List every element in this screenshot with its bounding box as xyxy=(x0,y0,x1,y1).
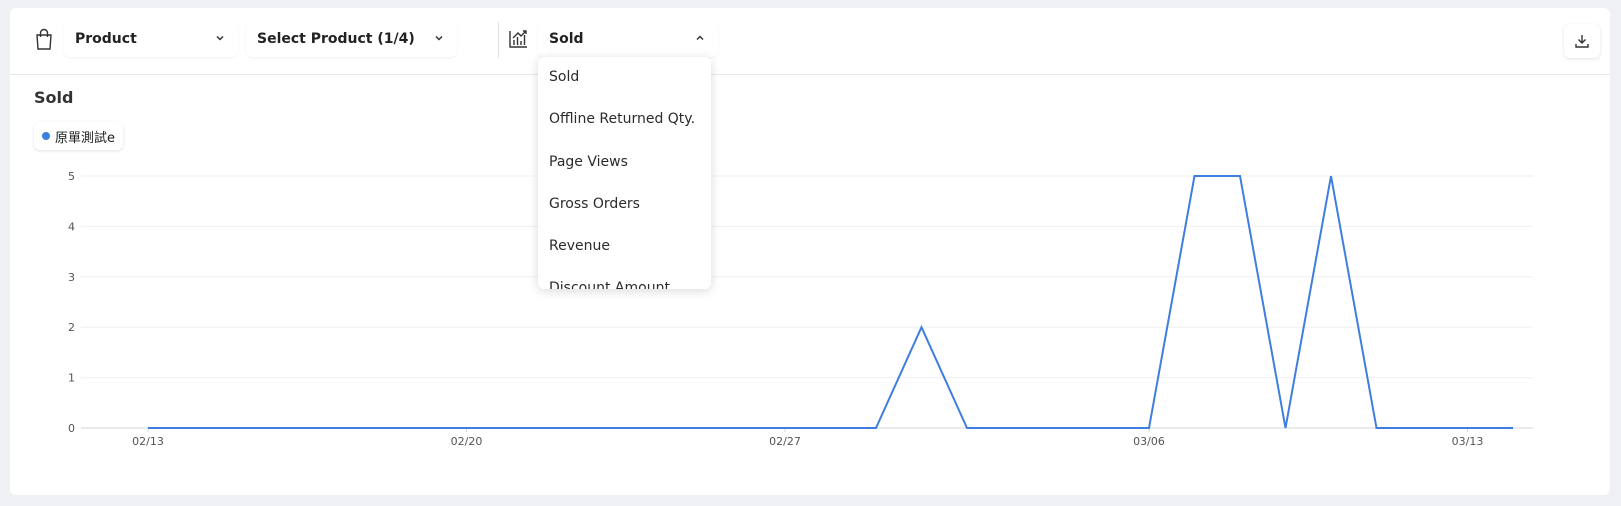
chart-title: Sold xyxy=(34,88,74,107)
y-tick-label: 2 xyxy=(68,321,75,334)
metric-option-discount-amount[interactable]: Discount Amount xyxy=(549,280,670,289)
metric-option-gross-orders[interactable]: Gross Orders xyxy=(549,196,640,212)
download-button[interactable] xyxy=(1564,24,1600,58)
x-tick-label: 02/20 xyxy=(451,435,483,448)
metric-option-offline-returned-qty[interactable]: Offline Returned Qty. xyxy=(549,111,696,127)
y-tick-label: 4 xyxy=(68,220,75,233)
series-line-0[interactable] xyxy=(148,175,1513,429)
metric-select-value: Sold xyxy=(549,31,584,47)
legend-label: 原單測試e xyxy=(55,130,115,146)
toolbar-divider xyxy=(498,22,499,58)
shopping-bag-icon xyxy=(32,27,56,51)
report-card: Product Select Product (1/4) Sold xyxy=(10,8,1610,495)
x-tick-label: 03/13 xyxy=(1452,435,1484,448)
chevron-up-icon xyxy=(696,35,704,41)
y-tick-label: 1 xyxy=(68,372,75,385)
toolbar: Product Select Product (1/4) Sold xyxy=(10,8,1610,75)
metric-option-revenue[interactable]: Revenue xyxy=(549,238,610,254)
legend-item[interactable]: 原單測試e xyxy=(34,122,123,150)
y-tick-label: 5 xyxy=(68,170,75,183)
metric-option-page-views[interactable]: Page Views xyxy=(549,154,628,170)
metric-dropdown-menu: Sold Offline Returned Qty. Page Views Gr… xyxy=(538,57,711,289)
dimension-select-value: Product xyxy=(75,31,137,47)
dimension-select[interactable]: Product xyxy=(64,21,238,57)
metric-option-sold[interactable]: Sold xyxy=(549,69,580,85)
product-select[interactable]: Select Product (1/4) xyxy=(246,21,457,57)
x-tick-label: 02/13 xyxy=(132,435,164,448)
chevron-down-icon xyxy=(435,35,443,41)
chart-metric-icon xyxy=(506,27,530,51)
x-tick-label: 03/06 xyxy=(1133,435,1165,448)
x-tick-label: 02/27 xyxy=(769,435,801,448)
download-icon xyxy=(1575,35,1589,48)
chevron-down-icon xyxy=(216,35,224,41)
y-tick-label: 3 xyxy=(68,271,75,284)
line-chart: 0 1 2 3 4 5 02/13 02/20 02/27 03/06 03/13 xyxy=(68,170,1533,448)
legend-color-dot xyxy=(42,132,50,140)
y-tick-label: 0 xyxy=(68,422,75,435)
metric-select[interactable]: Sold xyxy=(538,21,718,57)
product-select-value: Select Product (1/4) xyxy=(257,31,415,47)
